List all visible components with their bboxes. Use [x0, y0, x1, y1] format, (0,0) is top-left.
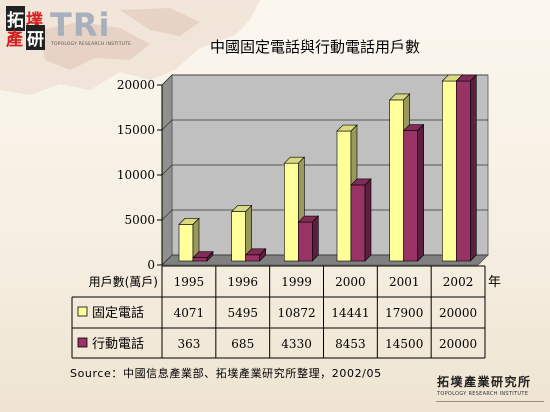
gridline-side: [161, 74, 173, 86]
footer-logo: 拓墣產業研究所 TOPOLOGY RESEARCH INSTITUTE: [437, 373, 547, 397]
plot-area: [161, 74, 489, 266]
footer-logo-english: TOPOLOGY RESEARCH INSTITUTE: [437, 391, 529, 397]
gridline-side: [161, 254, 173, 266]
bar-mobile-2002: [456, 80, 471, 262]
source-note: Source：中國信息產業部、拓墣產業研究所整理，2002/05: [70, 367, 382, 380]
table-value-mobile-1999: 4330: [281, 337, 312, 351]
footer-logo-chinese: 拓墣產業研究所: [437, 375, 532, 389]
y-axis: 0 5000 10000 15000 20000: [117, 78, 163, 272]
y-tick-label: 10000: [117, 168, 155, 182]
table-value-fixed-2001: 17900: [385, 306, 423, 320]
bar-fixed-2002: [442, 80, 457, 262]
bar-side-mobile-2001: [417, 123, 424, 262]
logo-char-1: 拓: [6, 6, 25, 31]
gridline-side: [161, 119, 173, 131]
legend-label-mobile: 行動電話: [92, 336, 144, 352]
background-map-graphic: [0, 0, 260, 95]
table-value-mobile-2002: 20000: [439, 337, 477, 351]
y-tick-label: 15000: [117, 123, 155, 137]
x-axis-unit: 年: [488, 275, 501, 290]
bar-mobile-2000: [350, 184, 366, 262]
tri-logo-text: TRi: [50, 6, 111, 44]
table-value-mobile-2000: 8453: [335, 337, 366, 351]
table-value-fixed-2000: 14441: [331, 306, 369, 320]
bar-fixed-2001: [389, 99, 404, 262]
tri-logo-subtitle: TOPOLOGY RESEARCH INSTITUTE: [51, 42, 132, 47]
y-tick-label: 5000: [124, 213, 155, 227]
category-label-1999: 1999: [281, 275, 312, 289]
bar-side-mobile-1999: [312, 215, 319, 262]
y-tick-label: 20000: [117, 78, 155, 92]
gridline-side: [161, 209, 173, 221]
y-tick-label: 0: [147, 258, 155, 272]
bar-side-mobile-2000: [364, 178, 372, 262]
table-value-mobile-1996: 685: [231, 337, 254, 351]
bar-side-mobile-2002: [470, 74, 477, 262]
bar-fixed-1999: [284, 162, 299, 262]
legend-swatch-mobile: [77, 337, 88, 348]
legend-swatch-fixed: [77, 306, 88, 317]
category-label-2000: 2000: [335, 275, 366, 289]
logo-char-3: 產: [6, 30, 23, 50]
bar-fixed-1995: [178, 224, 194, 262]
table-value-mobile-1995: 363: [177, 337, 200, 351]
category-label-1996: 1996: [227, 275, 258, 289]
legend-label-fixed: 固定電話: [92, 305, 144, 321]
table-value-fixed-1996: 5495: [227, 306, 258, 320]
chart-title: 中國固定電話與行動電話用戶數: [209, 38, 420, 56]
category-label-2001: 2001: [389, 275, 420, 289]
gridlines: [161, 74, 488, 266]
table-value-fixed-1999: 10872: [277, 306, 315, 320]
table-value-fixed-2002: 20000: [439, 306, 477, 320]
footer-divider: [436, 401, 544, 402]
bar-fixed-1996: [231, 211, 246, 262]
logo-char-4: 研: [26, 25, 45, 50]
table-value-fixed-1995: 4071: [174, 306, 205, 320]
bar-side-mobile-1996: [259, 248, 266, 262]
bar-mobile-1995: [192, 257, 208, 262]
bar-mobile-1999: [298, 221, 313, 262]
gridline-side: [161, 164, 173, 176]
tri-logo-chinese-mark: 拓 墣 產 研: [6, 6, 46, 50]
category-label-1995: 1995: [174, 275, 205, 289]
bar-fixed-2000: [336, 130, 352, 262]
bar-side-mobile-1995: [206, 251, 214, 262]
table-header-label: 用戶數(萬戶): [89, 275, 158, 289]
bars: [178, 74, 478, 262]
bar-mobile-2001: [403, 130, 418, 262]
category-label-2002: 2002: [443, 275, 474, 289]
bar-mobile-1996: [245, 254, 260, 262]
table-value-mobile-2001: 14500: [385, 337, 423, 351]
